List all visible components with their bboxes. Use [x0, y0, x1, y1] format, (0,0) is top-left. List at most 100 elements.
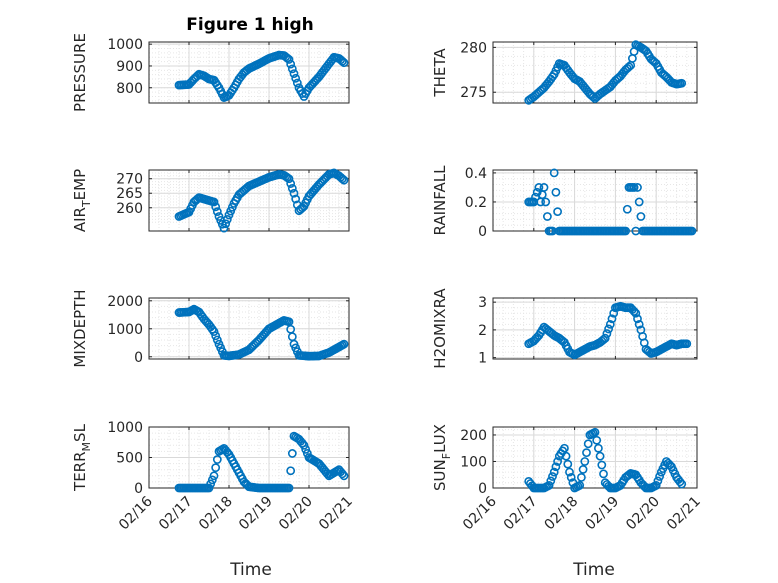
x-tick-label: 02/19 [236, 494, 276, 534]
data-point [291, 194, 301, 204]
data-point [337, 174, 347, 184]
data-point [580, 457, 590, 466]
x-axis-label-left: Time [229, 560, 272, 580]
y-tick-label: 0 [134, 481, 143, 497]
y-tick-label: 1000 [107, 37, 143, 53]
x-tick-label: 02/17 [501, 494, 541, 534]
y-axis-label: THETA [431, 48, 449, 98]
data-point [636, 212, 646, 221]
axes-box [492, 297, 698, 360]
data-point [629, 307, 639, 316]
axes-box [492, 41, 698, 104]
x-tick-label: 02/20 [276, 494, 316, 534]
y-tick-label: 265 [116, 186, 143, 202]
y-tick-label: 100 [460, 454, 487, 470]
data-point [563, 459, 573, 469]
data-point [549, 168, 559, 178]
y-tick-label: 1000 [107, 420, 143, 436]
data-point [621, 226, 630, 236]
data-point [539, 183, 549, 192]
data-point [634, 319, 644, 329]
x-tick-label: 02/21 [664, 494, 704, 534]
data-point [607, 314, 617, 324]
y-tick-label: 0.2 [465, 195, 487, 211]
data-point [212, 455, 222, 464]
y-tick-label: 200 [460, 428, 487, 444]
data-point [211, 331, 221, 341]
data-point [594, 443, 603, 453]
x-tick-label: 02/16 [116, 493, 156, 533]
axes-box [492, 426, 698, 489]
y-axis-label-subscript: F [440, 453, 453, 459]
y-tick-label: 0 [478, 224, 487, 240]
data-point [578, 465, 588, 474]
data-point [590, 427, 600, 437]
data-point [548, 472, 557, 481]
data-point [286, 59, 296, 69]
data-point [561, 451, 571, 461]
data-point [546, 476, 556, 486]
y-axis-label-text: TERR [71, 451, 89, 492]
data-point [289, 188, 299, 198]
x-axis-label-right: Time [572, 560, 615, 580]
y-axis-label: TERRMSL [71, 423, 93, 492]
data-point [592, 435, 602, 445]
data-point [600, 333, 610, 343]
data-point [286, 179, 296, 188]
y-axis-label-subscript: T [80, 200, 93, 208]
data-point [339, 339, 349, 349]
subplot-mixdepth: 0 1000 2000 MIXDEPTH [71, 289, 350, 368]
data-point [566, 472, 576, 482]
subplot-h2omixra: 1 2 3 H2OMIXRA [431, 288, 698, 369]
x-tick-label: 02/17 [156, 494, 196, 534]
y-axis-label: MIXDEPTH [71, 289, 89, 367]
data-point [291, 73, 301, 83]
data-point [287, 64, 297, 74]
y-axis-label: SUNFLUX [431, 424, 453, 491]
x-tick-label: 02/19 [582, 494, 622, 534]
data-point [629, 183, 639, 192]
data-point [553, 207, 562, 217]
subplot-pressure: 800 900 1000 PRESSURE [71, 33, 350, 112]
y-axis-label-text: SUN [431, 459, 449, 491]
x-tick-label: 02/21 [316, 494, 356, 534]
x-tick-label: 02/20 [623, 494, 663, 534]
data-point [301, 444, 311, 454]
y-axis-label: AIRTEMP [71, 169, 93, 232]
data-point [582, 448, 591, 458]
subplot-theta: 275 280 THETA [431, 40, 698, 105]
data-point [212, 207, 222, 217]
data-point [207, 475, 217, 485]
data-point [339, 471, 349, 481]
data-point [339, 175, 349, 185]
data-point [653, 476, 663, 486]
y-tick-label: 900 [116, 59, 143, 75]
axes-box [148, 169, 350, 232]
data-point [337, 469, 347, 479]
data-point [604, 324, 613, 334]
data-point [209, 197, 219, 207]
y-tick-label: 2 [478, 323, 487, 339]
data-point [565, 467, 574, 477]
y-axis-label-text: EMP [71, 169, 89, 200]
y-axis-label-text: RAINFALL [431, 165, 449, 236]
data-point [599, 469, 608, 479]
data-point [204, 483, 214, 493]
data-point [624, 62, 634, 72]
data-point [219, 223, 229, 233]
y-tick-label: 3 [478, 295, 487, 311]
y-tick-label: 275 [460, 85, 487, 101]
y-tick-label: 800 [116, 81, 143, 97]
data-point [605, 319, 615, 329]
data-point [221, 219, 231, 229]
y-axis-label-text: LUX [431, 424, 449, 453]
y-axis-label-text: H2OMIXRA [431, 288, 449, 369]
y-tick-label: 0 [478, 481, 487, 497]
data-point [687, 226, 697, 236]
x-tick-label: 02/18 [542, 494, 582, 534]
subplot-sun: 0 100 200 02/16 02/17 02/18 02/19 02/20 02/21 SUN… [431, 424, 704, 533]
data-point [284, 483, 294, 493]
data-point [284, 55, 294, 64]
data-point [682, 339, 692, 349]
